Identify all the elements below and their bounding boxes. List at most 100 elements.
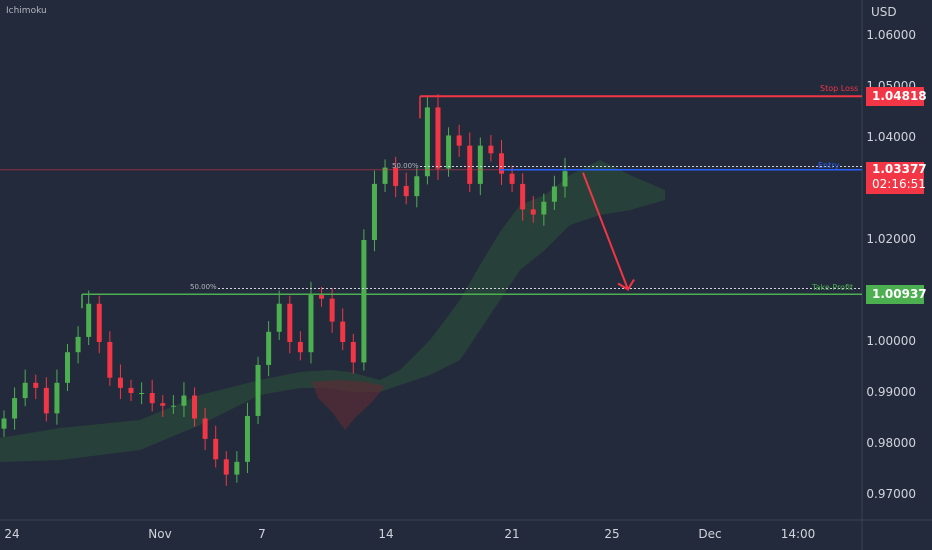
candle-body xyxy=(297,342,303,353)
date-tick-label: 14:00 xyxy=(780,527,816,541)
candle xyxy=(22,369,28,407)
candle xyxy=(520,173,526,221)
candle xyxy=(117,364,123,400)
candle-body xyxy=(86,303,92,337)
indicator-label[interactable]: Ichimoku xyxy=(6,6,47,16)
candle-body xyxy=(33,382,39,388)
date-tick-label: 7 xyxy=(258,527,266,541)
candle-body xyxy=(287,303,293,342)
candle-body xyxy=(509,173,515,184)
candle xyxy=(287,295,293,354)
price-tick-label: 1.04000 xyxy=(866,130,916,144)
candle xyxy=(414,168,420,208)
candle-body xyxy=(1,418,7,429)
candle xyxy=(86,290,92,346)
candle-body xyxy=(255,364,261,416)
candle xyxy=(424,96,430,185)
cloud-bear xyxy=(312,380,385,430)
candle xyxy=(308,281,314,364)
candle xyxy=(551,175,557,210)
candle xyxy=(54,369,60,425)
candle xyxy=(446,127,452,177)
candle-body xyxy=(456,135,462,146)
candle xyxy=(371,170,377,252)
candle xyxy=(530,196,536,223)
candle-body xyxy=(520,183,526,210)
date-tick-label: Dec xyxy=(698,527,722,541)
candle xyxy=(181,382,187,417)
candle-body xyxy=(371,183,377,240)
candle xyxy=(128,379,134,402)
date-tick-label: 21 xyxy=(504,527,520,541)
candle-body xyxy=(22,382,28,399)
candle xyxy=(244,402,250,474)
date-tick-label: 24 xyxy=(4,527,20,541)
candle xyxy=(319,286,325,307)
candle xyxy=(488,134,494,162)
candle-body xyxy=(562,171,568,187)
candle-body xyxy=(467,145,473,184)
price-tick-label: 1.06000 xyxy=(866,28,916,42)
candle-body xyxy=(446,135,452,169)
candle-body xyxy=(223,459,229,475)
candle xyxy=(107,331,113,386)
price-tick-label: 0.99000 xyxy=(866,385,916,399)
stop-loss-price: 1.04818 xyxy=(872,89,927,104)
candle-body xyxy=(414,176,420,197)
candle-body xyxy=(54,382,60,414)
candle xyxy=(266,321,272,377)
ichimoku-cloud xyxy=(0,160,665,462)
candle-body xyxy=(65,352,71,383)
candle-body xyxy=(530,209,536,215)
candle xyxy=(12,387,18,430)
candle-body xyxy=(75,336,81,353)
take-profit-price: 1.00937 xyxy=(872,287,927,302)
fib-upper-label: 50.00% xyxy=(392,161,419,170)
candles xyxy=(1,94,568,486)
candle xyxy=(33,374,39,400)
candle xyxy=(96,295,102,354)
date-tick-label: 14 xyxy=(378,527,394,541)
candle xyxy=(276,290,282,340)
candle-body xyxy=(244,415,250,462)
currency-label[interactable]: USD xyxy=(871,5,897,19)
candle xyxy=(160,395,166,417)
candle-body xyxy=(382,167,388,184)
candle-body xyxy=(202,418,208,439)
candle xyxy=(75,326,81,364)
candle xyxy=(202,407,208,451)
candle-body xyxy=(128,387,134,393)
candle-body xyxy=(551,186,557,202)
candle-body xyxy=(276,303,282,332)
candle-body xyxy=(308,295,314,353)
candle xyxy=(170,395,176,414)
candle xyxy=(403,172,409,205)
candle xyxy=(498,140,504,185)
date-tick-label: Nov xyxy=(148,527,172,541)
candle-body xyxy=(213,438,219,460)
stop-loss-price-badge: 1.04818 xyxy=(866,87,927,107)
candle-body xyxy=(424,107,430,177)
candle xyxy=(382,159,388,193)
price-tick-label: 1.00000 xyxy=(866,334,916,348)
candle-body xyxy=(149,393,155,404)
candle-body xyxy=(319,295,325,299)
candle xyxy=(361,229,367,371)
candle-body xyxy=(43,387,49,414)
candle xyxy=(297,331,303,361)
candle-body xyxy=(340,321,346,342)
date-tick-label: 25 xyxy=(604,527,620,541)
candle-body xyxy=(170,405,176,407)
candle xyxy=(149,379,155,412)
candle xyxy=(139,382,145,405)
candle-body xyxy=(96,303,102,342)
candle-body xyxy=(541,201,547,215)
candle-body xyxy=(160,403,166,406)
candle-body xyxy=(329,298,335,322)
candle xyxy=(541,193,547,226)
cloud-bull xyxy=(0,160,665,462)
take-profit-label: Take Profit xyxy=(812,283,854,293)
